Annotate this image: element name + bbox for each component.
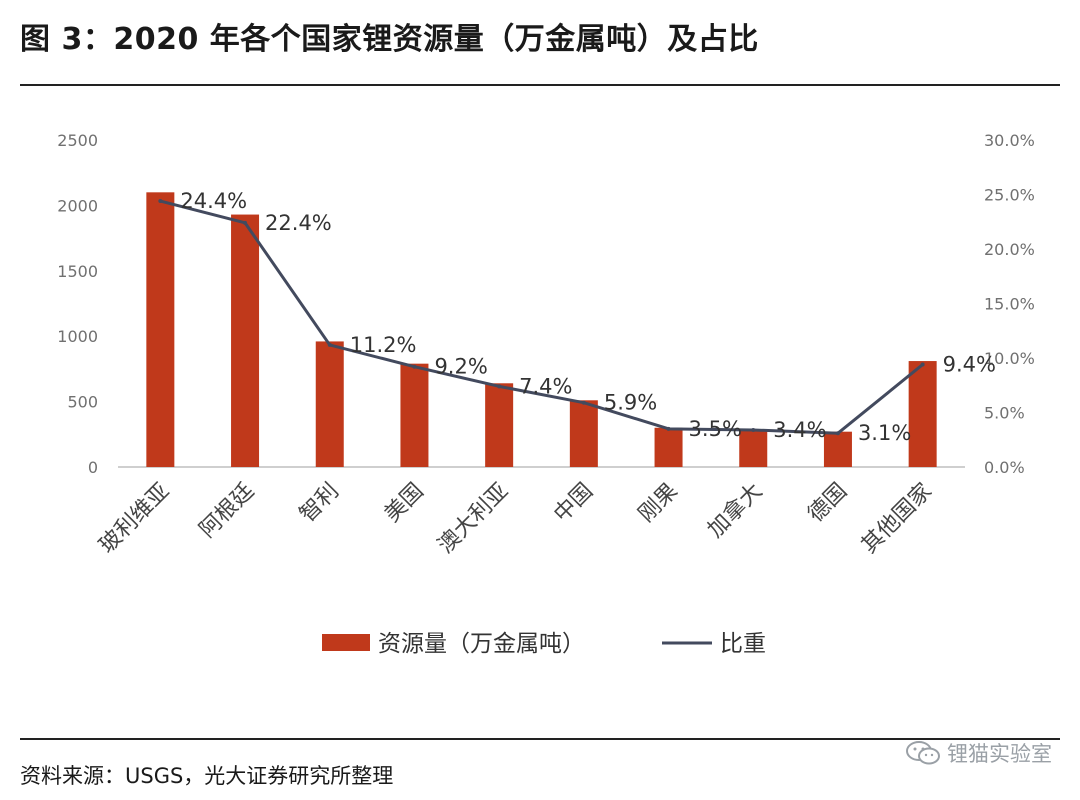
line-point xyxy=(751,427,756,432)
data-label: 3.4% xyxy=(773,418,826,442)
y-left-tick-label: 500 xyxy=(67,393,98,412)
line-point xyxy=(835,431,840,436)
y-right-tick-label: 10.0% xyxy=(984,349,1035,368)
line-point xyxy=(497,384,502,389)
data-label: 7.4% xyxy=(519,374,572,398)
data-label: 24.4% xyxy=(180,189,247,213)
x-tick-label: 其他国家 xyxy=(857,479,937,559)
bar-series xyxy=(146,192,937,467)
bar xyxy=(569,400,598,467)
line-point xyxy=(243,220,248,225)
line-series-path xyxy=(159,199,924,435)
line-point xyxy=(327,342,332,347)
chart-legend: 资源量（万金属吨） 比重 xyxy=(322,631,766,657)
y-left-tick-label: 1000 xyxy=(57,327,98,346)
y-left-tick-label: 0 xyxy=(88,458,98,477)
legend-bar-label: 资源量（万金属吨） xyxy=(378,631,585,657)
bar xyxy=(823,431,852,467)
bar xyxy=(908,361,937,467)
y-right-tick-label: 5.0% xyxy=(984,404,1025,423)
data-label: 9.2% xyxy=(434,355,487,379)
line-point xyxy=(666,426,671,431)
bar xyxy=(146,192,175,467)
line-point xyxy=(581,400,586,405)
y-left-tick-label: 2000 xyxy=(57,196,98,215)
watermark-text: 锂猫实验室 xyxy=(947,742,1052,766)
bottom-rule xyxy=(20,738,1060,740)
x-tick-label: 加拿大 xyxy=(702,478,767,543)
y-right-tick-label: 25.0% xyxy=(984,186,1035,205)
bar xyxy=(739,429,768,467)
y-right-tick-label: 0.0% xyxy=(984,458,1025,477)
bar xyxy=(400,363,429,467)
line-point xyxy=(158,199,163,204)
wechat-logo-icon xyxy=(906,741,940,765)
x-tick-label: 阿根廷 xyxy=(195,479,259,543)
y-left-tick-label: 1500 xyxy=(57,262,98,281)
y-right-tick-label: 30.0% xyxy=(984,131,1035,150)
y-right-tick-label: 15.0% xyxy=(984,295,1035,314)
x-tick-label: 中国 xyxy=(549,479,598,528)
source-note: 资料来源：USGS，光大证券研究所整理 xyxy=(20,764,394,788)
data-label: 9.4% xyxy=(943,353,996,377)
data-label: 11.2% xyxy=(350,333,417,357)
figure-title: 图 3：2020 年各个国家锂资源量（万金属吨）及占比 xyxy=(20,22,759,57)
data-label: 3.5% xyxy=(689,417,742,441)
legend-bar-swatch xyxy=(322,634,370,651)
x-tick-label: 美国 xyxy=(380,479,429,528)
x-tick-label: 德国 xyxy=(803,479,852,528)
top-rule xyxy=(20,84,1060,86)
line-point xyxy=(920,362,925,367)
watermark: 锂猫实验室 xyxy=(905,738,1052,768)
x-tick-label: 智利 xyxy=(295,479,344,528)
bar xyxy=(315,341,344,467)
data-label: 3.1% xyxy=(858,421,911,445)
bar xyxy=(485,383,514,467)
data-labels: 24.4% 22.4% 11.2% 9.2% 7.4% 5.9% 3.5% 3.4% 3.1% 9… xyxy=(180,189,996,445)
data-label: 22.4% xyxy=(265,211,332,235)
line-point xyxy=(412,364,417,369)
bar xyxy=(231,214,260,467)
y-left-tick-label: 2500 xyxy=(57,131,98,150)
x-tick-label: 澳大利亚 xyxy=(433,479,513,559)
line-series xyxy=(158,199,925,436)
y-right-tick-label: 20.0% xyxy=(984,240,1035,259)
legend-line-label: 比重 xyxy=(720,631,766,657)
data-label: 5.9% xyxy=(604,391,657,415)
bar xyxy=(654,427,683,467)
x-tick-label: 玻利维亚 xyxy=(95,479,175,559)
x-tick-label: 刚果 xyxy=(634,479,683,528)
